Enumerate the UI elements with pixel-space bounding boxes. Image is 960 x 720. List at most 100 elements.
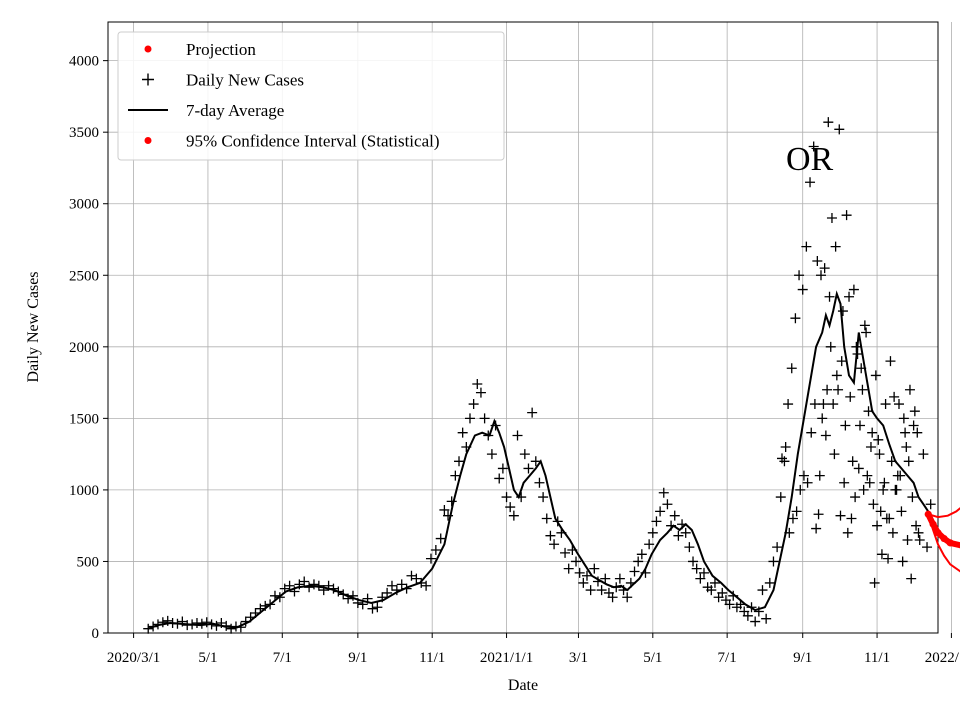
daily-case-marker <box>549 539 560 550</box>
daily-case-marker <box>818 399 829 410</box>
daily-case-marker <box>819 263 830 274</box>
daily-case-marker <box>490 420 501 431</box>
x-tick-label: 11/1 <box>419 650 445 666</box>
confidence-interval <box>927 507 960 573</box>
daily-case-marker <box>863 406 874 417</box>
daily-case-marker <box>880 399 891 410</box>
daily-case-marker <box>318 585 329 596</box>
daily-case-marker <box>914 534 925 545</box>
daily-case-marker <box>879 477 890 488</box>
x-tick-label: 9/1 <box>348 650 367 666</box>
daily-case-marker <box>182 620 193 631</box>
daily-case-marker <box>753 606 764 617</box>
daily-case-marker <box>909 406 920 417</box>
daily-case-marker <box>887 527 898 538</box>
daily-case-marker <box>761 613 772 624</box>
daily-case-marker <box>913 527 924 538</box>
daily-case-marker <box>201 617 212 628</box>
daily-case-marker <box>835 510 846 521</box>
daily-case-marker <box>784 527 795 538</box>
daily-case-marker <box>512 430 523 441</box>
daily-case-marker <box>868 499 879 510</box>
daily-case-marker <box>900 427 911 438</box>
daily-case-marker <box>865 441 876 452</box>
daily-case-marker <box>809 399 820 410</box>
daily-case-marker <box>889 391 900 402</box>
daily-case-marker <box>897 556 908 567</box>
daily-case-marker <box>260 600 271 611</box>
daily-case-marker <box>196 618 207 629</box>
daily-case-marker <box>600 573 611 584</box>
daily-case-marker <box>768 556 779 567</box>
daily-case-marker <box>850 492 861 503</box>
daily-case-marker <box>836 356 847 367</box>
daily-case-marker <box>505 502 516 513</box>
daily-case-marker <box>684 542 695 553</box>
daily-case-marker <box>367 603 378 614</box>
plot-frame <box>107 21 939 634</box>
seven-day-average <box>147 290 930 630</box>
daily-case-marker <box>651 516 662 527</box>
daily-case-marker <box>833 384 844 395</box>
state-annotation: OR <box>786 141 834 178</box>
daily-case-marker <box>308 579 319 590</box>
daily-case-marker <box>878 484 889 495</box>
legend: Projection Daily New Cases 7-day Average 95… <box>117 31 505 161</box>
daily-case-marker <box>859 320 870 331</box>
daily-case-marker <box>750 616 761 627</box>
daily-case-marker <box>508 510 519 521</box>
daily-case-marker <box>820 430 831 441</box>
daily-case-marker <box>844 291 855 302</box>
daily-case-marker <box>289 586 300 597</box>
daily-case-marker <box>430 545 441 556</box>
daily-case-marker <box>783 399 794 410</box>
daily-case-marker <box>912 427 923 438</box>
daily-case-marker <box>372 602 383 613</box>
daily-case-marker <box>167 617 178 628</box>
daily-case-marker <box>822 384 833 395</box>
daily-case-marker <box>828 399 839 410</box>
daily-case-marker <box>673 530 684 541</box>
daily-case-marker <box>191 617 202 628</box>
daily-case-marker <box>851 341 862 352</box>
daily-case-marker <box>904 384 915 395</box>
daily-case-marker <box>837 306 848 317</box>
daily-case-marker <box>245 612 256 623</box>
daily-case-marker <box>421 580 432 591</box>
daily-case-marker <box>869 577 880 588</box>
daily-case-marker <box>817 413 828 424</box>
daily-case-marker <box>250 607 261 618</box>
daily-case-marker <box>911 520 922 531</box>
daily-case-marker <box>501 492 512 503</box>
daily-case-marker <box>538 492 549 503</box>
daily-case-marker <box>352 597 363 608</box>
daily-case-marker <box>856 363 867 374</box>
daily-case-marker <box>226 623 237 634</box>
y-tick-label: 0 <box>92 626 100 642</box>
daily-case-marker <box>853 463 864 474</box>
daily-case-marker <box>841 210 852 221</box>
daily-case-marker <box>541 513 552 524</box>
daily-case-marker <box>848 284 859 295</box>
daily-case-marker <box>695 573 706 584</box>
projection-point <box>946 539 954 547</box>
daily-case-marker <box>918 449 929 460</box>
daily-case-marker <box>797 284 808 295</box>
daily-case-marker <box>644 539 655 550</box>
daily-case-marker <box>864 477 875 488</box>
daily-case-marker <box>884 513 895 524</box>
x-tick-label: 2020/3/1 <box>107 650 160 666</box>
daily-case-marker <box>746 602 757 613</box>
daily-case-marker <box>717 587 728 598</box>
daily-case-marker <box>157 617 168 628</box>
daily-case-marker <box>411 573 422 584</box>
daily-case-marker <box>839 477 850 488</box>
daily-case-marker <box>728 590 739 601</box>
y-axis-label: Daily New Cases <box>25 271 42 382</box>
daily-case-marker <box>925 499 936 510</box>
daily-case-marker <box>902 534 913 545</box>
daily-case-marker <box>585 585 596 596</box>
y-tick-label: 2500 <box>69 268 99 284</box>
daily-case-marker <box>688 556 699 567</box>
daily-case-marker <box>629 566 640 577</box>
